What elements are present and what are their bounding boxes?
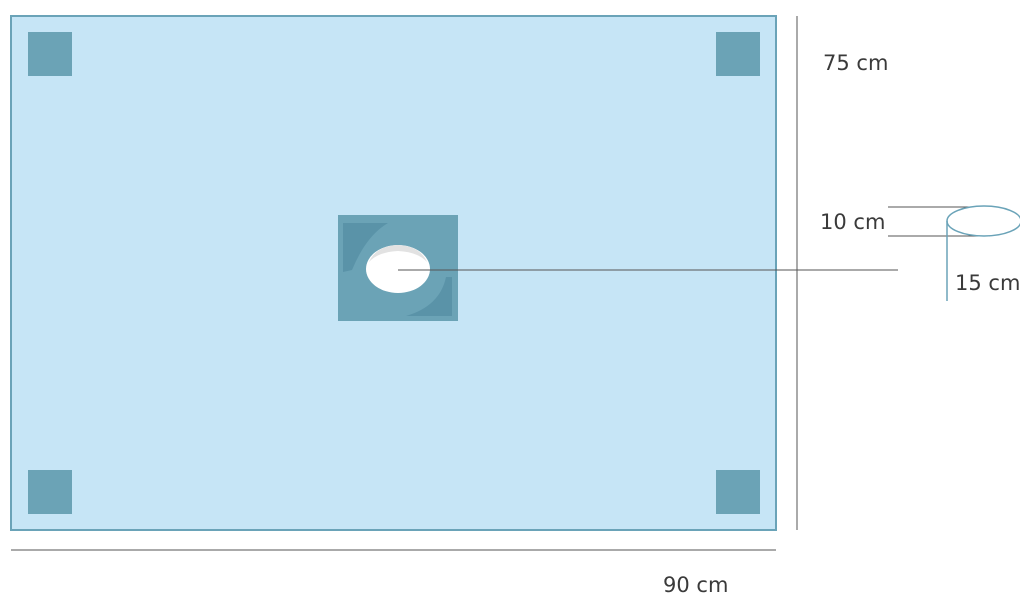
- width-label: 90 cm: [663, 573, 728, 594]
- fenestration-opening: [366, 245, 430, 293]
- patch-fold-top-left: [343, 223, 388, 272]
- opening-diameter-label: 10 cm: [820, 210, 885, 234]
- central-patch: [338, 215, 458, 321]
- opening-depth-label: 15 cm: [955, 271, 1020, 295]
- patch-fold-bottom-right: [406, 277, 452, 316]
- opening-detail: [888, 205, 1020, 301]
- opening-shadow: [369, 245, 427, 262]
- corner-tab-top-right: [716, 32, 760, 76]
- detail-opening-ellipse: [946, 205, 1020, 237]
- height-label: 75 cm: [823, 51, 888, 75]
- corner-tab-top-left: [28, 32, 72, 76]
- corner-tab-bottom-right: [716, 470, 760, 514]
- corner-tab-bottom-left: [28, 470, 72, 514]
